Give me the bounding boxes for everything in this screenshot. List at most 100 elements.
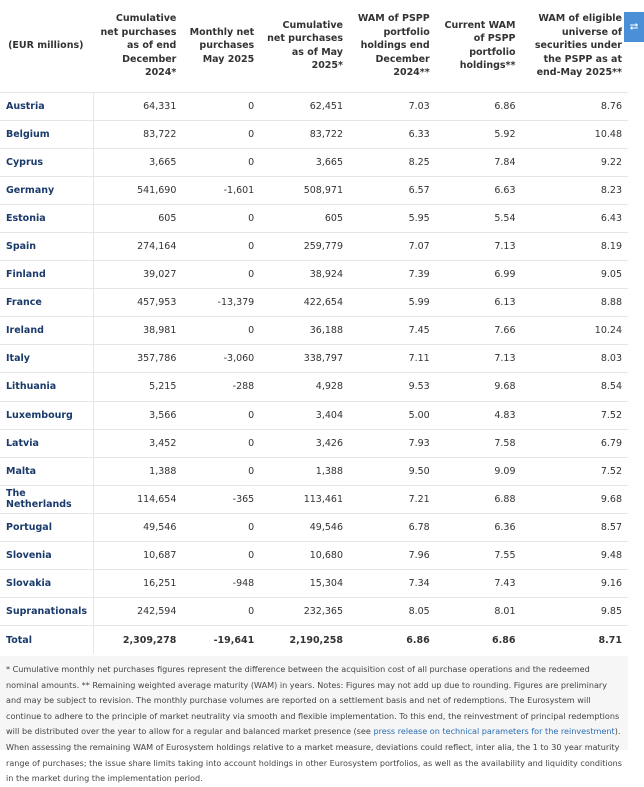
table-cell: 15,304	[260, 569, 349, 598]
table-row: Spain 274,164 0 259,779 7.07 7.13 8.19	[0, 231, 628, 261]
table-cell: 6.88	[435, 484, 522, 514]
table-cell: 7.13	[435, 231, 522, 261]
table-cell: 6.63	[435, 175, 522, 205]
table-cell: 3,665	[260, 147, 349, 177]
table-cell: 83,722	[93, 119, 183, 149]
country-name: France	[0, 288, 95, 317]
country-name: Germany	[0, 175, 95, 205]
share-icon: ⮂	[629, 20, 639, 33]
press-release-link[interactable]: press release on technical parameters fo…	[373, 726, 615, 737]
table-cell: 16,251	[93, 569, 183, 598]
table-cell: 6.13	[435, 288, 522, 317]
table-cell: 541,690	[93, 175, 183, 205]
footnote: * Cumulative monthly net purchases figur…	[0, 656, 628, 783]
table-cell: 9.09	[435, 456, 522, 486]
country-name: Portugal	[0, 512, 95, 542]
table-cell: -948	[182, 569, 261, 598]
table-cell: 8.76	[521, 91, 628, 121]
table-cell: 9.05	[521, 260, 628, 289]
table-cell: 7.11	[349, 344, 436, 373]
table-cell: 5.00	[349, 400, 436, 430]
table-cell: 7.84	[435, 147, 522, 177]
table-cell: 8.88	[521, 288, 628, 317]
table-cell: 4.83	[435, 400, 522, 430]
table-cell: 338,797	[260, 344, 349, 373]
table-cell: 7.96	[349, 540, 436, 570]
table-cell: 0	[182, 456, 261, 486]
table-cell: 7.58	[435, 428, 522, 458]
table-cell: 0	[182, 512, 261, 542]
table-cell: 7.39	[349, 260, 436, 289]
table-cell: 10.48	[521, 119, 628, 149]
table-cell: 5,215	[93, 372, 183, 402]
table-cell: 8.05	[349, 597, 436, 626]
column-header: (EUR millions)	[8, 40, 84, 51]
table-cell: 6.78	[349, 512, 436, 542]
table-cell: 0	[182, 260, 261, 289]
table-cell: 6.86	[435, 91, 522, 121]
table-cell: 9.85	[521, 597, 628, 626]
table-cell: 0	[182, 119, 261, 149]
table-row: Malta 1,388 0 1,388 9.50 9.09 7.52	[0, 456, 628, 486]
country-name: Luxembourg	[0, 400, 95, 430]
table-cell: 3,452	[93, 428, 183, 458]
table-cell: -3,060	[182, 344, 261, 373]
table-row: Germany 541,690 -1,601 508,971 6.57 6.63 8.23	[0, 175, 628, 205]
table-cell: 274,164	[93, 231, 183, 261]
table-row: Ireland 38,981 0 36,188 7.45 7.66 10.24	[0, 316, 628, 345]
table-row: Finland 39,027 0 38,924 7.39 6.99 9.05	[0, 260, 628, 289]
table-cell: 357,786	[93, 344, 183, 373]
country-name: Cyprus	[0, 147, 95, 177]
table-cell: 1,388	[260, 456, 349, 486]
country-name: Austria	[0, 91, 95, 121]
table-cell: 38,924	[260, 260, 349, 289]
column-header: Monthly net purchases May 2025	[189, 26, 255, 65]
table-cell: 7.13	[435, 344, 522, 373]
table-cell: 2,309,278	[93, 625, 183, 654]
table-row: The Netherlands 114,654 -365 113,461 7.21 6.8…	[0, 484, 628, 514]
table-cell: 0	[182, 316, 261, 345]
footnote-text: * Cumulative monthly net purchases figur…	[6, 664, 620, 737]
table-cell: 49,546	[93, 512, 183, 542]
table-cell: 605	[260, 203, 349, 233]
table-cell: 7.55	[435, 540, 522, 570]
table-row: Belgium 83,722 0 83,722 6.33 5.92 10.48	[0, 119, 628, 149]
table-cell: 10.24	[521, 316, 628, 345]
table-cell: 5.95	[349, 203, 436, 233]
table-cell: 0	[182, 597, 261, 626]
table-cell: 6.36	[435, 512, 522, 542]
table-cell: 0	[182, 231, 261, 261]
column-header: WAM of eligible universe of securities u…	[534, 13, 622, 78]
table-cell: 83,722	[260, 119, 349, 149]
table-row: Estonia 605 0 605 5.95 5.54 6.43	[0, 203, 628, 233]
table-cell: -1,601	[182, 175, 261, 205]
table-cell: 8.03	[521, 344, 628, 373]
table-cell: 9.53	[349, 372, 436, 402]
table-cell: 7.45	[349, 316, 436, 345]
country-name: Total	[0, 625, 95, 654]
table-cell: 49,546	[260, 512, 349, 542]
country-name: Finland	[0, 260, 95, 289]
table-cell: 8.01	[435, 597, 522, 626]
table-cell: 0	[182, 203, 261, 233]
table-cell: 6.33	[349, 119, 436, 149]
table-cell: 8.19	[521, 231, 628, 261]
table-cell: 7.66	[435, 316, 522, 345]
country-name: Slovakia	[0, 569, 95, 598]
table-cell: 242,594	[93, 597, 183, 626]
country-name: Malta	[0, 456, 95, 486]
country-name: Ireland	[0, 316, 95, 345]
table-cell: 0	[182, 400, 261, 430]
share-button[interactable]: ⮂	[624, 12, 644, 42]
table-row: Austria 64,331 0 62,451 7.03 6.86 8.76	[0, 91, 628, 121]
table-cell: 457,953	[93, 288, 183, 317]
country-name: Estonia	[0, 203, 95, 233]
table-cell: 6.99	[435, 260, 522, 289]
table-cell: 9.50	[349, 456, 436, 486]
table-cell: 3,404	[260, 400, 349, 430]
table-cell: 0	[182, 147, 261, 177]
table-cell: 6.79	[521, 428, 628, 458]
table-row: Luxembourg 3,566 0 3,404 5.00 4.83 7.52	[0, 400, 628, 430]
table-cell: -365	[182, 484, 261, 514]
table-cell: 9.22	[521, 147, 628, 177]
